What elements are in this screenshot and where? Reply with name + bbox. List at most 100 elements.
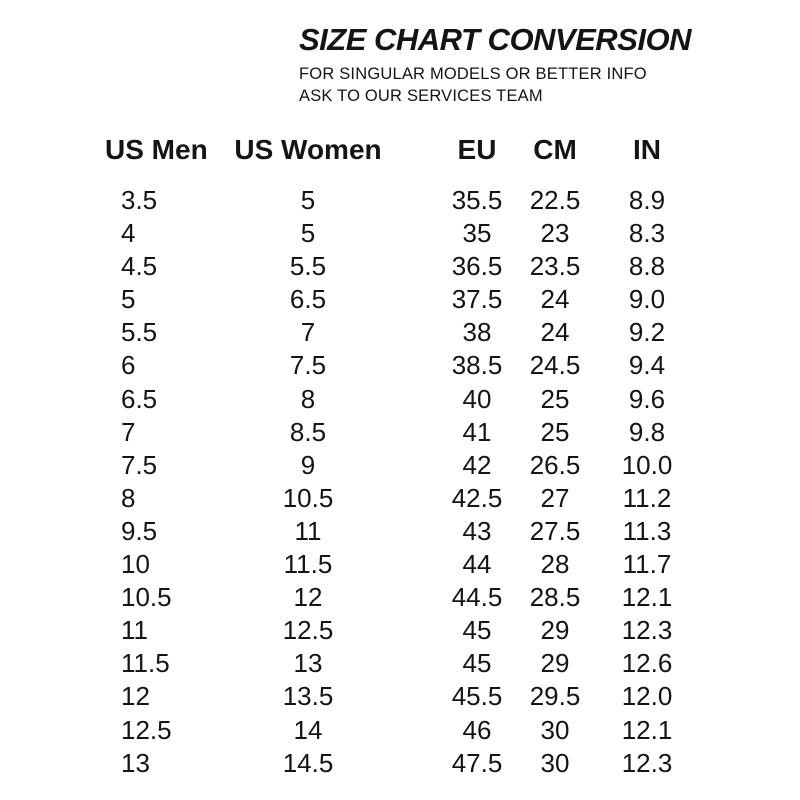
table-cell: 37.5 xyxy=(451,284,503,315)
table-cell: 4 xyxy=(121,218,136,249)
table-cell: 11 xyxy=(294,515,322,546)
table-cell: 11.2 xyxy=(622,482,672,513)
table-cell: 38 xyxy=(462,317,492,348)
table-cell: 27 xyxy=(540,482,570,513)
table-cell: 12.5 xyxy=(282,615,334,646)
table-body: 3.5 5 35.5 22.5 8.9 4 5 35 23 8.3 4.5 5.5 36.5 23.5 8.… xyxy=(105,184,672,780)
table-cell: 10 xyxy=(121,549,150,580)
table-row: 9.5 11 43 27.5 11.3 xyxy=(105,515,671,548)
table-cell: 12.3 xyxy=(621,615,673,646)
table-cell: 45.5 xyxy=(451,681,503,712)
table-cell: 10.5 xyxy=(282,482,334,513)
subtitle-line-1: FOR SINGULAR MODELS OR BETTER INFO xyxy=(299,65,647,83)
table-cell: 24 xyxy=(540,284,570,315)
table-cell: 8 xyxy=(300,383,316,414)
table-cell: 7 xyxy=(121,416,136,447)
table-cell: 14.5 xyxy=(282,747,334,778)
table-cell: 38.5 xyxy=(451,350,503,381)
table-cell: 8.8 xyxy=(628,251,666,282)
table-cell: 28.5 xyxy=(529,582,581,613)
table-cell: 10.5 xyxy=(121,582,172,613)
table-cell: 12.3 xyxy=(621,747,673,778)
table-row: 10 11.5 44 28 11.7 xyxy=(105,548,671,581)
table-cell: 29 xyxy=(540,648,570,679)
table-cell: 7 xyxy=(300,317,316,348)
column-header-us-women: US Women xyxy=(234,134,382,165)
table-row: 8 10.5 42.5 27 11.2 xyxy=(105,482,671,515)
table-cell: 44 xyxy=(462,549,492,580)
table-cell: 45 xyxy=(462,648,492,679)
table-cell: 12.6 xyxy=(621,648,673,679)
table-cell: 5 xyxy=(121,284,136,315)
column-header-in: IN xyxy=(633,134,661,165)
table-cell: 4.5 xyxy=(121,251,158,282)
table-cell: 30 xyxy=(540,747,570,778)
table-cell: 47.5 xyxy=(451,747,503,778)
table-cell: 35.5 xyxy=(451,185,503,215)
table-cell: 13 xyxy=(121,747,150,778)
page-title: SIZE CHART CONVERSION xyxy=(299,22,691,57)
table-cell: 12 xyxy=(121,681,150,712)
table-cell: 5 xyxy=(300,218,316,249)
table-cell: 12.1 xyxy=(621,714,673,745)
table-cell: 6 xyxy=(121,350,136,381)
table-cell: 12.5 xyxy=(121,714,172,745)
column-header-eu: EU xyxy=(457,134,497,165)
table-row: 7 8.5 41 25 9.8 xyxy=(105,416,665,449)
table-cell: 3.5 xyxy=(121,185,158,215)
table-cell: 9.8 xyxy=(628,416,666,447)
table-cell: 27.5 xyxy=(529,515,581,546)
table-cell: 11 xyxy=(121,615,148,646)
size-conversion-table: US Men US Women EU CM IN 3.5 5 35.5 22.5 8.9… xyxy=(105,133,672,780)
table-cell: 29 xyxy=(540,615,570,646)
table-cell: 23 xyxy=(540,218,570,249)
table-cell: 24 xyxy=(540,317,570,348)
table-row: 12.5 14 46 30 12.1 xyxy=(105,714,672,747)
table-cell: 11.5 xyxy=(121,648,170,679)
table-cell: 25 xyxy=(540,416,570,447)
table-cell: 45 xyxy=(462,615,492,646)
table-cell: 14 xyxy=(293,714,323,745)
table-row: 12 13.5 45.5 29.5 12.0 xyxy=(105,680,672,713)
table-cell: 9.6 xyxy=(628,383,666,414)
table-cell: 7.5 xyxy=(121,449,158,480)
table-cell: 12.1 xyxy=(621,582,673,613)
table-row: 3.5 5 35.5 22.5 8.9 xyxy=(105,184,665,217)
table-cell: 11.3 xyxy=(622,515,672,546)
table-cell: 11.7 xyxy=(622,549,672,580)
table-cell: 30 xyxy=(540,714,570,745)
table-cell: 12.0 xyxy=(621,681,673,712)
table-cell: 9 xyxy=(300,449,316,480)
table-cell: 23.5 xyxy=(529,251,581,282)
table-cell: 6.5 xyxy=(289,284,327,315)
table-header-row: US Men US Women EU CM IN xyxy=(105,133,665,166)
table-row: 11.5 13 45 29 12.6 xyxy=(105,647,672,680)
table-cell: 5.5 xyxy=(121,317,158,348)
table-cell: 6.5 xyxy=(121,383,158,414)
column-header-cm: CM xyxy=(533,134,577,165)
table-cell: 5 xyxy=(300,185,316,215)
table-cell: 8 xyxy=(121,482,136,513)
table-cell: 9.5 xyxy=(121,515,158,546)
table-cell: 28 xyxy=(540,549,570,580)
table-row: 6 7.5 38.5 24.5 9.4 xyxy=(105,349,665,382)
table-cell: 8.9 xyxy=(628,185,666,215)
table-cell: 7.5 xyxy=(289,350,327,381)
table-cell: 29.5 xyxy=(529,681,581,712)
table-cell: 42.5 xyxy=(451,482,503,513)
table-cell: 41 xyxy=(462,416,492,447)
column-header-us-men: US Men xyxy=(105,134,208,165)
table-row: 5 6.5 37.5 24 9.0 xyxy=(105,283,665,316)
table-row: 5.5 7 38 24 9.2 xyxy=(105,316,665,349)
table-row: 4.5 5.5 36.5 23.5 8.8 xyxy=(105,250,665,283)
table-cell: 9.0 xyxy=(628,284,666,315)
table-cell: 25 xyxy=(540,383,570,414)
table-row: 11 12.5 45 29 12.3 xyxy=(105,614,672,647)
table-cell: 24.5 xyxy=(529,350,581,381)
subtitle-line-2: ASK TO OUR SERVICES TEAM xyxy=(299,87,543,105)
table-cell: 46 xyxy=(462,714,492,745)
table-cell: 44.5 xyxy=(451,582,503,613)
table-row: 6.5 8 40 25 9.6 xyxy=(105,383,665,416)
table-cell: 40 xyxy=(462,383,492,414)
